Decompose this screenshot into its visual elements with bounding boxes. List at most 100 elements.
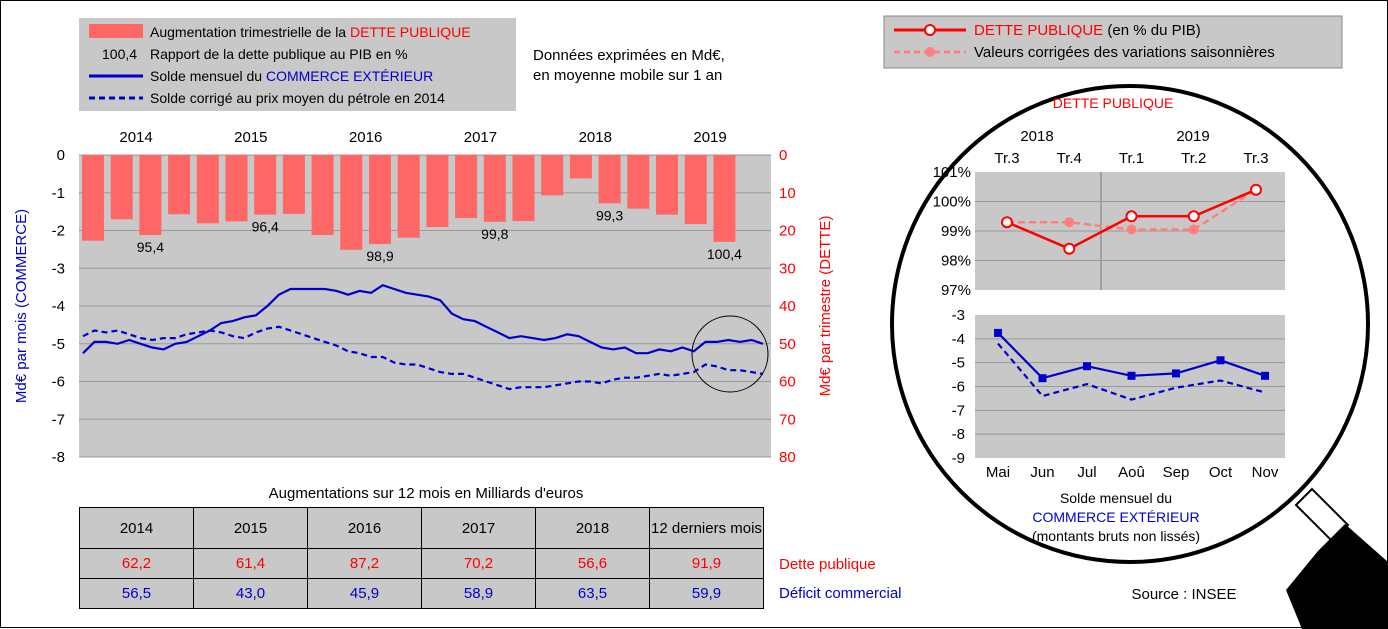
left-axis-ticks: 0 -1 -2 -3 -4 -5 -6 -7 -8	[52, 147, 65, 466]
inset-month-label: Aoû	[1118, 464, 1145, 481]
table-cell: 70,2	[421, 548, 536, 579]
inset-quarter-label: Tr.3	[994, 150, 1019, 167]
legend-item-dette: Augmentation trimestrielle de la DETTE P…	[150, 24, 471, 40]
right-tick-label: 60	[779, 374, 796, 391]
dette-bar	[225, 155, 248, 222]
magnifier: DETTE PUBLIQUE 2018 2019 Tr.3 Tr.4 Tr.1 Tr.…	[890, 84, 1370, 564]
ratio-label: 100,4	[707, 246, 742, 262]
commerce-brut-point	[994, 328, 1002, 337]
inset-commerce-yticks: -3 -4 -5 -6 -7 -8 -9	[952, 307, 965, 467]
table-cell: 59,9	[649, 578, 764, 609]
row-label-dette: Dette publique	[779, 556, 876, 573]
handle-grip	[1286, 524, 1388, 629]
dette-bar	[82, 155, 104, 241]
table-cell: 45,9	[307, 578, 422, 609]
right-legend-marker-open	[924, 24, 936, 36]
debt-cvs-point	[1064, 217, 1075, 228]
inset-month-label: Jun	[1030, 464, 1054, 481]
right-legend: DETTE PUBLIQUE (en % du PIB) Valeurs cor…	[883, 15, 1343, 69]
dette-bar	[282, 155, 305, 214]
table-cell: 58,9	[421, 578, 536, 609]
table-cell: 56,6	[535, 548, 650, 579]
table-row-dette: 62,2 61,4 87,2 70,2 56,6 91,9	[79, 548, 764, 579]
commerce-corrige-line	[997, 342, 1266, 401]
right-tick-label: 30	[779, 260, 796, 277]
year-label: 2018	[579, 129, 612, 146]
legend-ratio-number: 100,4	[102, 46, 137, 62]
inset-commerce-lines	[994, 328, 1269, 401]
table-cell: 61,4	[193, 548, 308, 579]
right-legend-item1: DETTE PUBLIQUE (en % du PIB)	[974, 22, 1201, 39]
left-legend: Augmentation trimestrielle de la DETTE P…	[79, 18, 516, 111]
right-legend-box	[883, 15, 1343, 69]
year-label: 2016	[349, 129, 382, 146]
table-cell: 87,2	[307, 548, 422, 579]
year-label: 2014	[119, 129, 152, 146]
inset-month-label: Mai	[986, 464, 1010, 481]
dette-bar	[139, 155, 162, 236]
dette-bar	[684, 155, 707, 225]
debt-cvs-point	[1126, 224, 1137, 235]
year-label: 2019	[693, 129, 726, 146]
table-header-cell: 2016	[307, 507, 422, 549]
inset-commerce-categories: Mai Jun Jul Aoû Sep Oct Nov	[986, 464, 1279, 481]
inset-month-label: Sep	[1163, 464, 1190, 481]
table-header-cell: 2018	[535, 507, 650, 549]
handle-neck	[1294, 487, 1350, 543]
note-line1: Données exprimées en Md€,	[533, 47, 725, 64]
left-tick-label: -6	[52, 374, 65, 391]
dette-bar	[110, 155, 133, 220]
left-tick-label: -7	[52, 411, 65, 428]
table-row-deficit: 56,5 43,0 45,9 58,9 63,5 59,9	[79, 578, 764, 609]
inset-quarter-label: Tr.1	[1119, 150, 1144, 167]
commerce-brut-point	[1216, 356, 1225, 365]
dette-bar	[627, 155, 650, 209]
debt-ratio-point	[1125, 210, 1138, 223]
magnifier-handle	[1286, 487, 1388, 629]
ratio-label: 99,3	[596, 207, 623, 223]
inset-caption-1: Solde mensuel du	[1060, 490, 1172, 506]
inset-quarter-label: Tr.3	[1243, 150, 1268, 167]
inset-ytick-label: 100%	[933, 194, 971, 211]
dette-bar	[311, 155, 334, 236]
main-gridlines	[79, 154, 771, 458]
inset-ytick-label: -9	[952, 450, 965, 467]
inset-ytick-label: 101%	[933, 164, 971, 181]
inset-debt-lines	[1001, 183, 1262, 255]
right-legend-item2: Valeurs corrigées des variations saisonn…	[974, 44, 1275, 61]
solde-corrige-line	[82, 325, 764, 391]
ratio-label: 96,4	[252, 219, 279, 235]
left-tick-label: 0	[57, 147, 65, 164]
inset-year-2019: 2019	[1176, 128, 1209, 145]
inset-ytick-label: -6	[952, 379, 965, 396]
ratio-label: 95,4	[137, 239, 164, 255]
dette-bar	[512, 155, 535, 222]
left-tick-label: -3	[52, 260, 65, 277]
left-tick-label: -5	[52, 336, 65, 353]
solde-mensuel-line	[82, 283, 764, 355]
commerce-lines	[82, 283, 764, 391]
commerce-brut-point	[1172, 369, 1180, 378]
inset-ytick-label: -3	[952, 307, 965, 324]
year-label: 2015	[234, 129, 267, 146]
right-tick-label: 0	[779, 147, 787, 164]
right-axis-label: Md€ par trimestre (DETTE)	[817, 216, 834, 397]
dette-bar	[196, 155, 219, 224]
inset-caption-2: COMMERCE EXTÉRIEUR	[1032, 509, 1199, 525]
inset-ytick-label: 97%	[941, 282, 971, 299]
ratio-label: 99,8	[481, 226, 508, 242]
highlight-circle	[691, 315, 769, 393]
right-tick-label: 70	[779, 411, 796, 428]
commerce-brut-point	[1038, 374, 1047, 383]
inset-debt-yticks: 101% 100% 99% 98% 97%	[933, 164, 971, 299]
legend-item-corrige: Solde corrigé au prix moyen du pétrole e…	[150, 90, 445, 106]
left-legend-box	[79, 18, 516, 111]
commerce-brut-point	[1261, 371, 1269, 380]
legend-item-ratio: Rapport de la dette publique au PIB en %	[150, 46, 408, 62]
table-header-cell: 12 derniers mois	[649, 507, 764, 549]
legend-bar-swatch	[89, 24, 143, 38]
left-axis-label: Md€ par mois (COMMERCE)	[13, 209, 30, 403]
table-title: Augmentations sur 12 mois en Milliards d…	[269, 485, 584, 502]
inset-quarter-label: Tr.4	[1057, 150, 1082, 167]
